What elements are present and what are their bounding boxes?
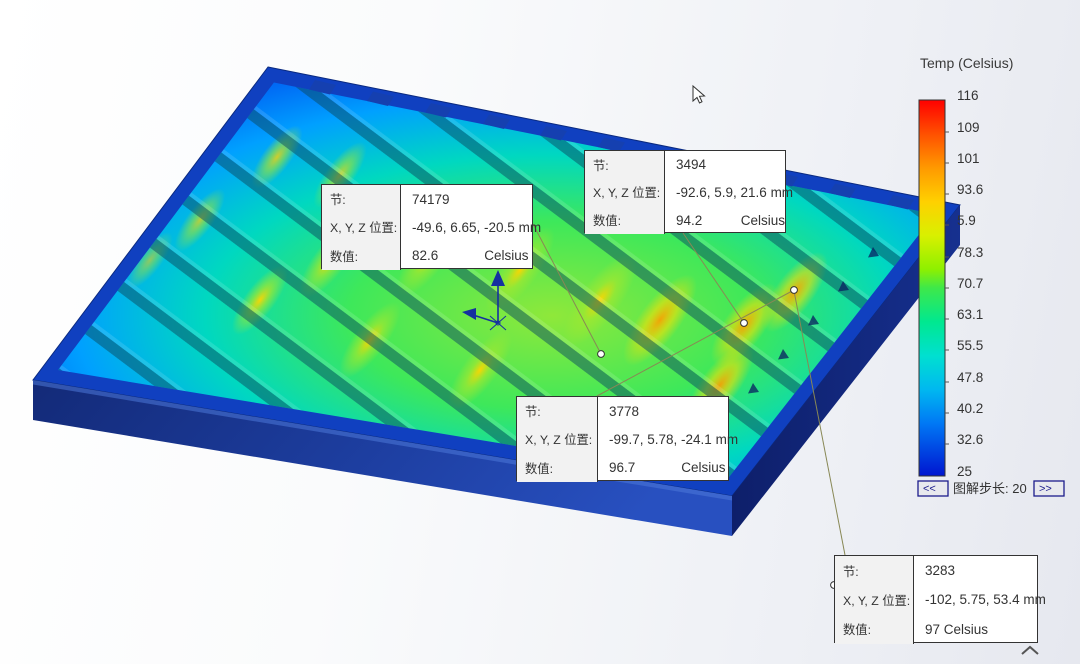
svg-text:40.2: 40.2 bbox=[957, 401, 983, 416]
svg-text:101: 101 bbox=[957, 151, 980, 166]
svg-text:<<: << bbox=[923, 483, 936, 495]
svg-text:25: 25 bbox=[957, 464, 972, 479]
svg-text:5.9: 5.9 bbox=[957, 213, 976, 228]
svg-text:116: 116 bbox=[957, 88, 979, 103]
svg-text:93.6: 93.6 bbox=[957, 182, 983, 197]
svg-text:>>: >> bbox=[1039, 483, 1052, 495]
svg-text:55.5: 55.5 bbox=[957, 338, 983, 353]
svg-text:Temp (Celsius): Temp (Celsius) bbox=[920, 55, 1013, 71]
svg-text:图解步长: 20: 图解步长: 20 bbox=[953, 481, 1027, 496]
svg-text:109: 109 bbox=[957, 120, 980, 135]
svg-text:63.1: 63.1 bbox=[957, 307, 983, 322]
svg-text:32.6: 32.6 bbox=[957, 432, 983, 447]
svg-text:70.7: 70.7 bbox=[957, 276, 983, 291]
svg-text:47.8: 47.8 bbox=[957, 370, 983, 385]
svg-text:78.3: 78.3 bbox=[957, 245, 983, 260]
